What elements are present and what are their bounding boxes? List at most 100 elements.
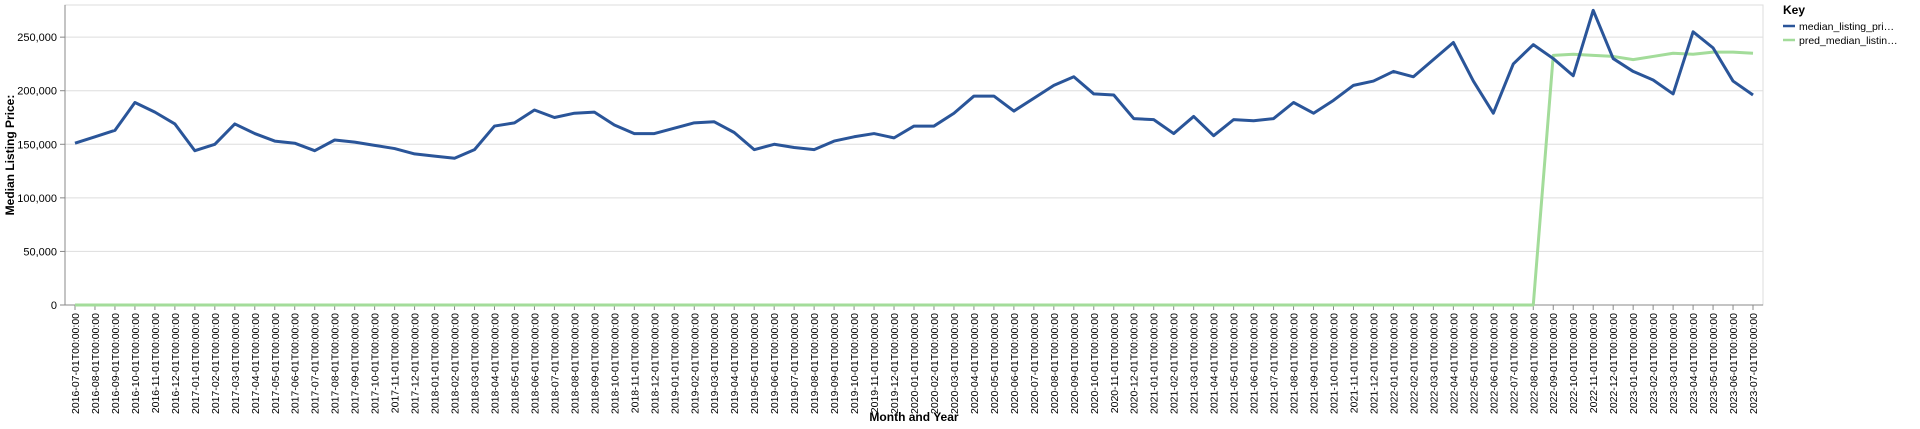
x-tick-label: 2016-10-01T00:00:00 [130,313,142,414]
x-tick-label: 2021-03-01T00:00:00 [1189,313,1201,414]
x-tick-label: 2023-03-01T00:00:00 [1668,313,1680,414]
x-tick-label: 2021-06-01T00:00:00 [1249,313,1261,414]
x-tick-label: 2022-04-01T00:00:00 [1448,313,1460,414]
legend-label: median_listing_pri… [1799,21,1894,33]
x-tick-label: 2018-03-01T00:00:00 [470,313,482,414]
x-tick-label: 2016-08-01T00:00:00 [90,313,102,414]
x-tick-label: 2019-01-01T00:00:00 [669,313,681,414]
x-tick-label: 2017-06-01T00:00:00 [290,313,302,414]
x-tick-label: 2017-08-01T00:00:00 [330,313,342,414]
x-tick-label: 2022-07-01T00:00:00 [1508,313,1520,414]
legend-title: Key [1783,3,1805,17]
x-tick-label: 2017-10-01T00:00:00 [370,313,382,414]
x-tick-label: 2021-01-01T00:00:00 [1149,313,1161,414]
x-tick-label: 2021-09-01T00:00:00 [1309,313,1321,414]
x-tick-label: 2016-07-01T00:00:00 [70,313,82,414]
x-tick-label: 2020-09-01T00:00:00 [1069,313,1081,414]
x-tick-label: 2018-02-01T00:00:00 [450,313,462,414]
x-tick-label: 2017-09-01T00:00:00 [350,313,362,414]
x-tick-label: 2019-12-01T00:00:00 [889,313,901,414]
x-tick-label: 2023-04-01T00:00:00 [1688,313,1700,414]
x-tick-label: 2019-10-01T00:00:00 [849,313,861,414]
x-tick-label: 2018-11-01T00:00:00 [629,313,641,413]
x-tick-label: 2020-03-01T00:00:00 [949,313,961,414]
x-tick-label: 2018-10-01T00:00:00 [609,313,621,414]
x-tick-label: 2018-07-01T00:00:00 [549,313,561,414]
x-tick-label: 2023-01-01T00:00:00 [1628,313,1640,414]
x-tick-label: 2018-04-01T00:00:00 [489,313,501,414]
x-tick-label: 2018-08-01T00:00:00 [569,313,581,414]
plot-frame [64,4,1764,306]
x-tick-label: 2020-07-01T00:00:00 [1029,313,1041,414]
x-tick-label: 2022-09-01T00:00:00 [1548,313,1560,414]
x-tick-label: 2022-05-01T00:00:00 [1468,313,1480,414]
x-tick-label: 2021-07-01T00:00:00 [1269,313,1281,414]
x-tick-label: 2016-09-01T00:00:00 [110,313,122,414]
x-tick-label: 2022-08-01T00:00:00 [1528,313,1540,414]
x-tick-label: 2023-07-01T00:00:00 [1748,313,1760,414]
x-tick-label: 2022-01-01T00:00:00 [1388,313,1400,414]
x-tick-label: 2020-02-01T00:00:00 [929,313,941,414]
x-tick-label: 2022-03-01T00:00:00 [1428,313,1440,414]
x-tick-label: 2022-02-01T00:00:00 [1408,313,1420,414]
y-tick-label: 150,000 [17,139,57,151]
x-tick-label: 2022-10-01T00:00:00 [1568,313,1580,414]
x-tick-label: 2020-01-01T00:00:00 [909,313,921,414]
x-tick-label: 2017-02-01T00:00:00 [210,313,222,414]
x-tick-label: 2020-06-01T00:00:00 [1009,313,1021,414]
x-tick-label: 2017-07-01T00:00:00 [310,313,322,414]
y-tick-label: 200,000 [17,86,57,98]
x-tick-label: 2017-04-01T00:00:00 [250,313,262,414]
x-tick-label: 2020-05-01T00:00:00 [989,313,1001,414]
y-tick-label: 50,000 [23,246,57,258]
x-tick-label: 2017-11-01T00:00:00 [390,313,402,413]
x-tick-label: 2022-11-01T00:00:00 [1588,313,1600,413]
x-tick-label: 2018-05-01T00:00:00 [509,313,521,414]
legend-label: pred_median_listin… [1799,35,1898,47]
x-tick-label: 2019-06-01T00:00:00 [769,313,781,414]
y-tick-label: 250,000 [17,32,57,44]
x-tick-label: 2017-12-01T00:00:00 [410,313,422,414]
x-tick-label: 2023-06-01T00:00:00 [1728,313,1740,414]
x-tick-label: 2019-02-01T00:00:00 [689,313,701,414]
x-tick-label: 2022-12-01T00:00:00 [1608,313,1620,414]
x-tick-label: 2021-11-01T00:00:00 [1348,313,1360,413]
x-tick-label: 2020-12-01T00:00:00 [1129,313,1141,414]
x-tick-label: 2020-04-01T00:00:00 [969,313,981,414]
x-tick-label: 2021-08-01T00:00:00 [1289,313,1301,414]
x-tick-label: 2020-11-01T00:00:00 [1109,313,1121,413]
x-tick-label: 2019-11-01T00:00:00 [869,313,881,413]
x-tick-label: 2018-01-01T00:00:00 [430,313,442,414]
x-tick-label: 2017-05-01T00:00:00 [270,313,282,414]
y-tick-label: 0 [51,300,57,312]
y-axis-title: Median Listing Price: [3,95,17,216]
data-line [74,8,1754,160]
x-tick-label: 2019-07-01T00:00:00 [789,313,801,414]
x-tick-label: 2019-04-01T00:00:00 [729,313,741,414]
x-tick-label: 2021-04-01T00:00:00 [1209,313,1221,414]
x-tick-label: 2019-08-01T00:00:00 [809,313,821,414]
x-tick-label: 2023-05-01T00:00:00 [1708,313,1720,414]
x-tick-label: 2017-01-01T00:00:00 [190,313,202,414]
x-tick-label: 2018-09-01T00:00:00 [589,313,601,414]
x-tick-label: 2021-05-01T00:00:00 [1229,313,1241,414]
x-tick-label: 2019-03-01T00:00:00 [709,313,721,414]
x-tick-label: 2023-02-01T00:00:00 [1648,313,1660,414]
x-tick-label: 2018-06-01T00:00:00 [529,313,541,414]
x-tick-label: 2018-12-01T00:00:00 [649,313,661,414]
x-tick-label: 2020-10-01T00:00:00 [1089,313,1101,414]
x-axis-title: Month and Year [869,410,958,424]
x-tick-label: 2021-10-01T00:00:00 [1329,313,1341,414]
x-tick-label: 2016-12-01T00:00:00 [170,313,182,414]
y-tick-label: 100,000 [17,193,57,205]
x-tick-label: 2021-12-01T00:00:00 [1368,313,1380,414]
x-tick-label: 2022-06-01T00:00:00 [1488,313,1500,414]
x-tick-label: 2016-11-01T00:00:00 [150,313,162,413]
data-line [74,50,1754,307]
x-tick-label: 2021-02-01T00:00:00 [1169,313,1181,414]
x-tick-label: 2019-05-01T00:00:00 [749,313,761,414]
x-tick-label: 2017-03-01T00:00:00 [230,313,242,414]
x-tick-label: 2019-09-01T00:00:00 [829,313,841,414]
x-tick-label: 2020-08-01T00:00:00 [1049,313,1061,414]
